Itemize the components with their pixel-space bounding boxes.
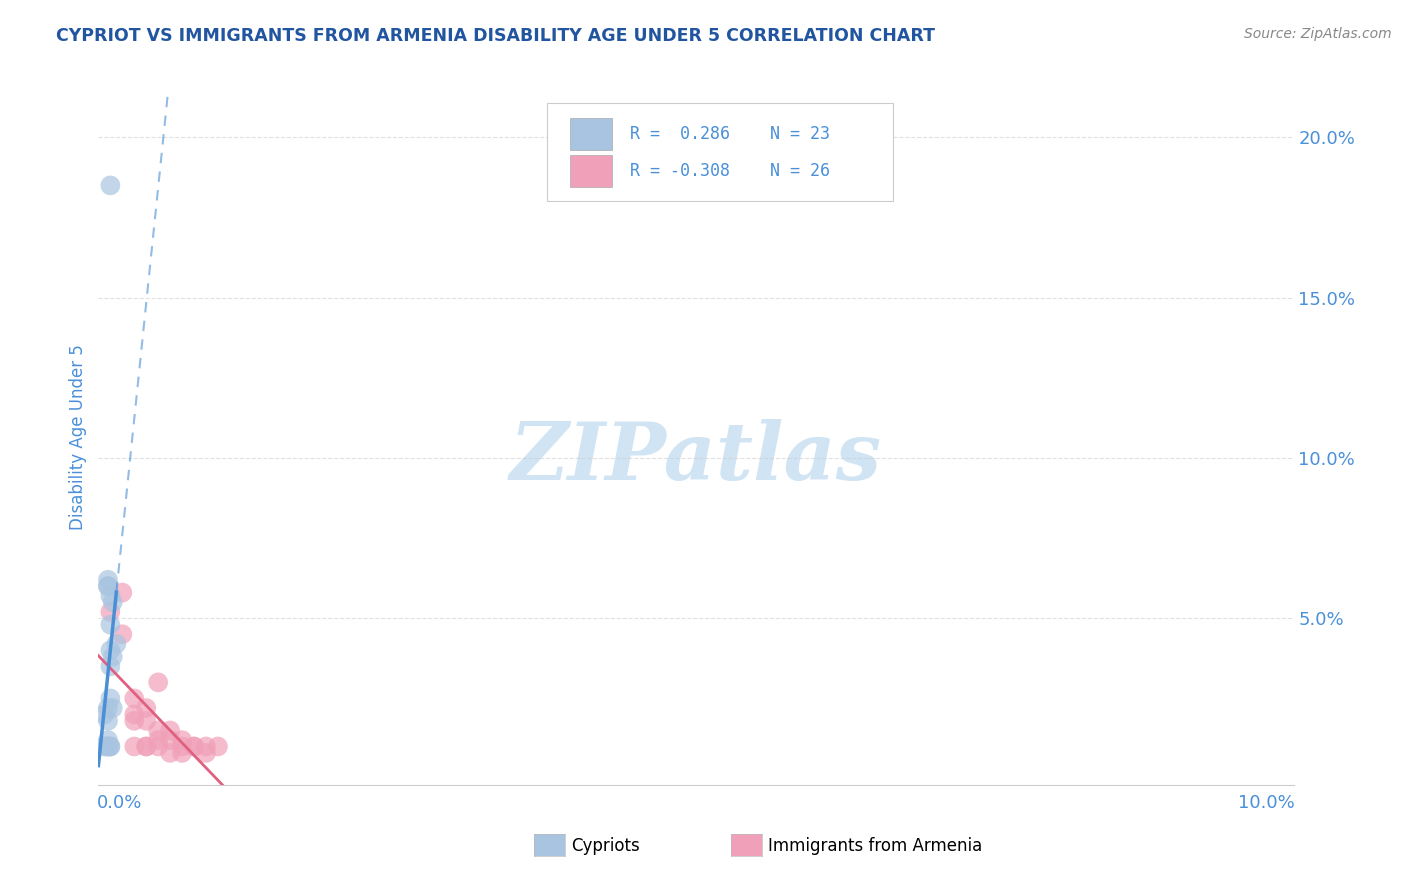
Point [97,733,120,747]
Point [124,714,146,728]
Text: 0.0%: 0.0% [97,794,142,812]
FancyBboxPatch shape [547,103,893,201]
FancyBboxPatch shape [571,155,613,186]
Point [148,739,170,754]
Point [101,701,124,715]
Text: Immigrants from Armenia: Immigrants from Armenia [768,837,981,855]
Text: ZIPatlas: ZIPatlas [510,419,882,497]
Point [135,739,157,754]
Point [98,617,122,632]
Point [148,675,170,690]
Point [97,739,120,754]
Text: CYPRIOT VS IMMIGRANTS FROM ARMENIA DISABILITY AGE UNDER 5 CORRELATION CHART: CYPRIOT VS IMMIGRANTS FROM ARMENIA DISAB… [56,27,935,45]
Point [183,739,205,754]
Point [135,714,157,728]
Point [97,579,120,593]
Point [135,701,157,715]
Point [98,659,122,673]
Point [97,573,120,587]
Point [159,723,181,738]
Point [97,739,120,754]
Point [194,739,218,754]
Text: Cypriots: Cypriots [571,837,640,855]
Point [111,585,134,599]
Point [98,691,122,706]
Point [159,746,181,760]
Point [148,733,170,747]
Point [98,589,122,603]
Point [148,723,170,738]
Point [98,739,122,754]
Point [93,707,115,722]
Point [98,178,122,193]
Point [194,746,218,760]
Y-axis label: Disability Age Under 5: Disability Age Under 5 [69,344,87,530]
Point [98,605,122,619]
Text: R =  0.286    N = 23: R = 0.286 N = 23 [630,126,830,144]
Point [93,739,115,754]
Point [97,739,120,754]
Point [172,733,194,747]
Point [97,579,120,593]
Point [183,739,205,754]
Point [124,707,146,722]
Point [159,733,181,747]
Text: 10.0%: 10.0% [1237,794,1295,812]
Point [98,739,122,754]
Point [98,643,122,657]
Point [172,746,194,760]
Point [124,691,146,706]
Point [97,701,120,715]
Point [101,595,124,609]
Point [124,739,146,754]
Point [101,649,124,664]
Point [105,637,128,651]
Text: Source: ZipAtlas.com: Source: ZipAtlas.com [1244,27,1392,41]
Point [111,627,134,641]
Point [97,714,120,728]
FancyBboxPatch shape [571,119,613,150]
Text: R = -0.308    N = 26: R = -0.308 N = 26 [630,162,830,180]
Point [172,739,194,754]
Point [135,739,157,754]
Point [207,739,229,754]
